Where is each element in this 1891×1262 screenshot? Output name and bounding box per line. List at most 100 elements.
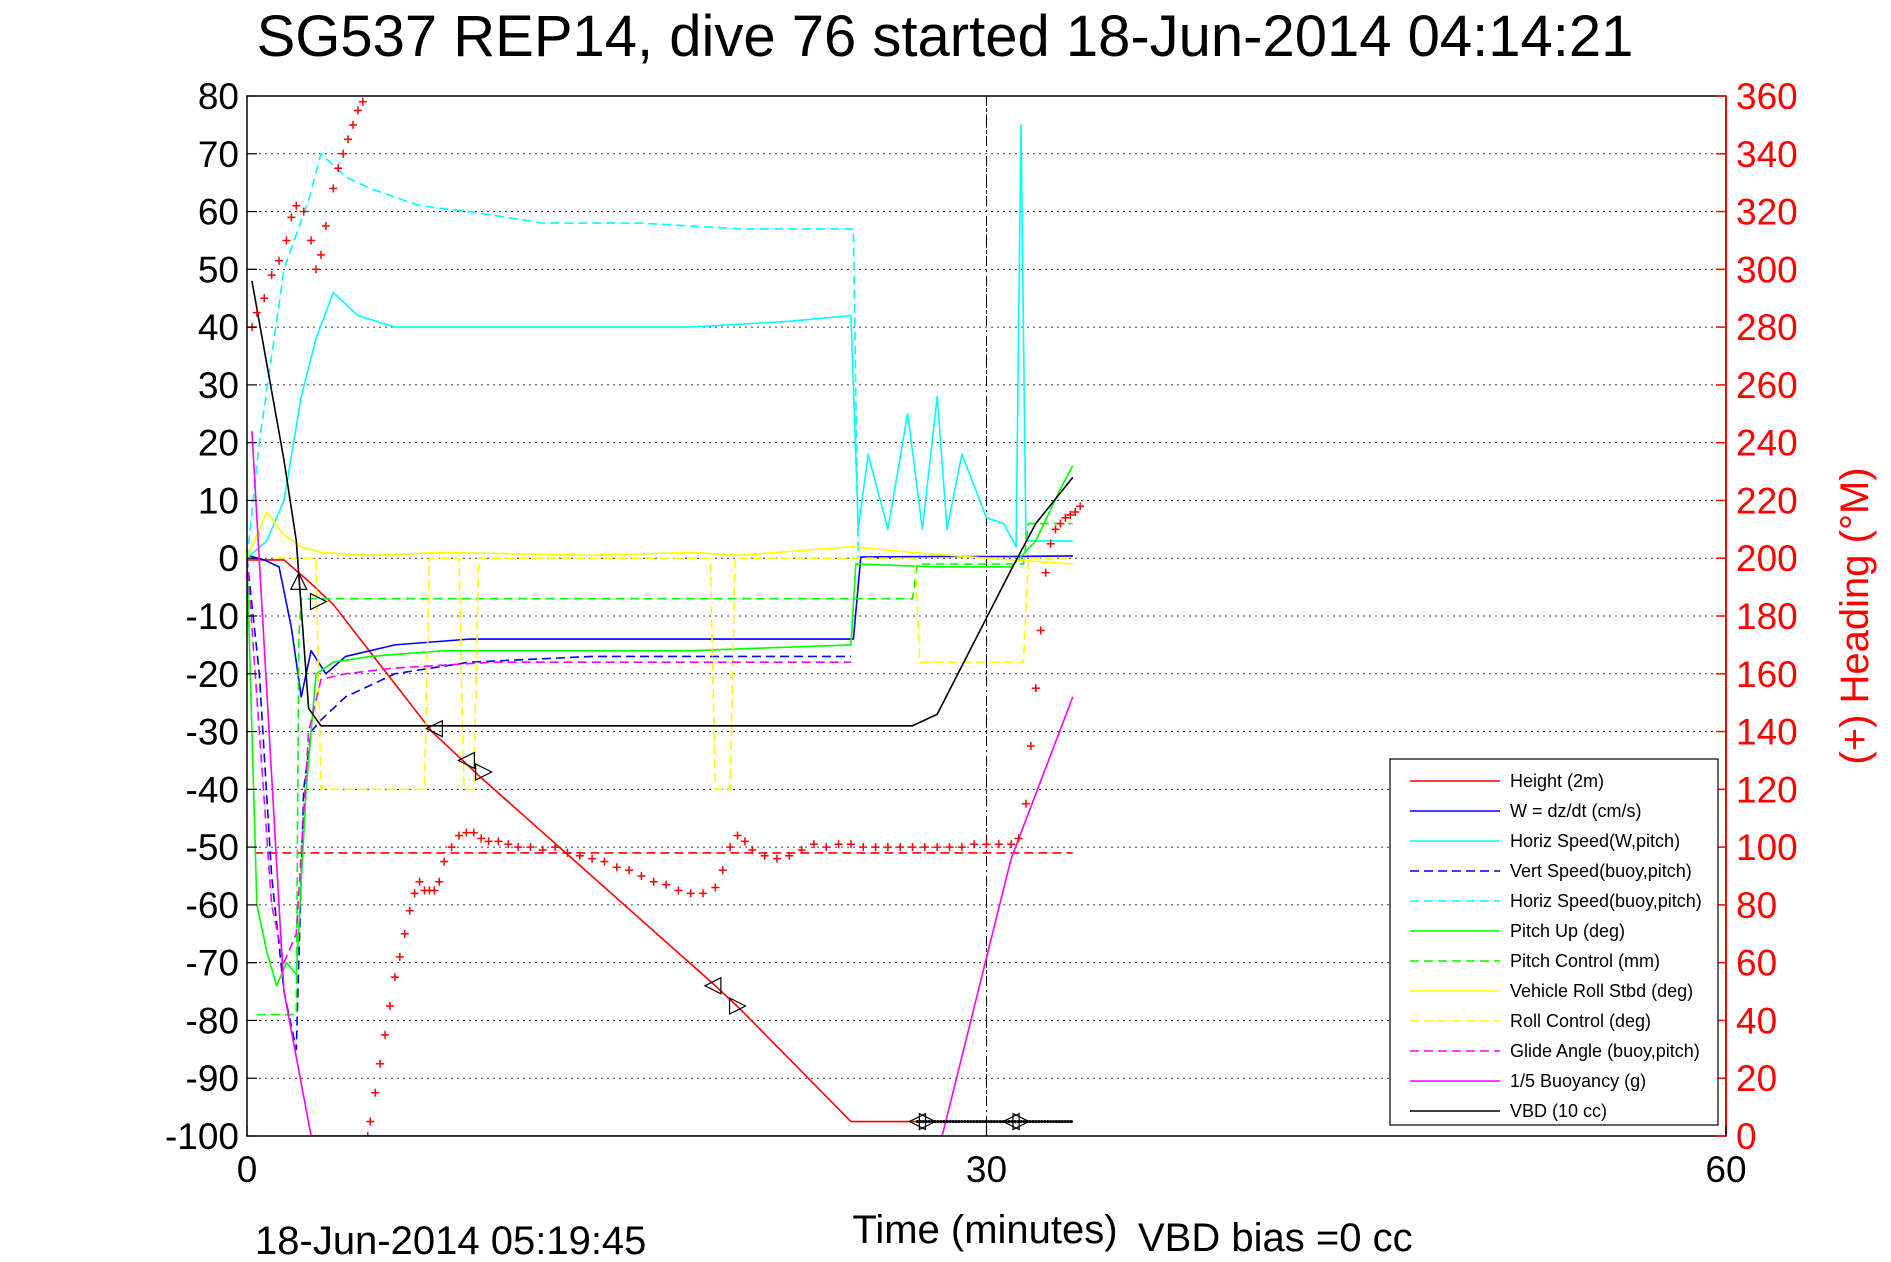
- heading-point: [994, 840, 1003, 849]
- heading-point: [447, 843, 456, 852]
- heading-point: [252, 308, 261, 317]
- bottom-point: [1013, 1119, 1017, 1124]
- y-tick-label-right: 340: [1736, 134, 1798, 175]
- legend-label: Vehicle Roll Stbd (deg): [1510, 981, 1693, 1001]
- footer-timestamp: 18-Jun-2014 05:19:45: [255, 1219, 646, 1262]
- series-line-3: [247, 558, 851, 1051]
- vbd-bias-label: VBD bias =0 cc: [1138, 1216, 1413, 1260]
- heading-point: [733, 831, 742, 840]
- dive-marker: [918, 1112, 937, 1131]
- heading-point: [711, 883, 720, 892]
- bottom-point: [1007, 1119, 1011, 1124]
- y-tick-label-right: 200: [1736, 538, 1798, 579]
- heading-point: [514, 843, 523, 852]
- dive-marker: [728, 997, 747, 1015]
- bottom-point: [989, 1119, 994, 1124]
- bottom-point: [948, 1119, 952, 1124]
- y-tick-label-left: 70: [198, 134, 239, 175]
- y-tick-label-left: -50: [186, 827, 239, 868]
- bottom-point: [1069, 1119, 1073, 1124]
- x-axis-label: Time (minutes): [852, 1208, 1117, 1252]
- heading-point: [740, 837, 749, 846]
- heading-point: [1041, 568, 1050, 577]
- bottom-point: [957, 1119, 961, 1124]
- bottom-point: [942, 1119, 946, 1124]
- y-tick-label-right: 140: [1736, 712, 1798, 753]
- y-tick-label-left: 60: [198, 192, 239, 233]
- dive-marker: [1012, 1112, 1031, 1131]
- heading-point: [334, 164, 343, 173]
- heading-point: [390, 973, 399, 982]
- heading-point: [933, 843, 942, 852]
- axes: 80706050403020100-10-20-30-40-50-60-70-8…: [165, 76, 1798, 1190]
- heading-point: [267, 271, 276, 280]
- heading-point: [600, 857, 609, 866]
- bottom-point: [1031, 1119, 1035, 1124]
- bottom-point: [1048, 1119, 1053, 1124]
- dive-marker: [1001, 1112, 1020, 1131]
- heading-point: [358, 97, 367, 106]
- heading-point: [1076, 502, 1085, 511]
- y-tick-label-right: 320: [1736, 192, 1798, 233]
- y-tick-label-right: 80: [1736, 885, 1777, 926]
- bottom-point: [1060, 1119, 1065, 1124]
- heading-point: [440, 857, 449, 866]
- heading-point: [883, 843, 892, 852]
- series-line-8: [276, 557, 1073, 791]
- y-tick-label-right: 300: [1736, 249, 1798, 290]
- y-tick-label-right: 160: [1736, 654, 1798, 695]
- y-tick-label-right: 280: [1736, 307, 1798, 348]
- heading-point: [982, 840, 991, 849]
- bottom-point: [980, 1119, 985, 1124]
- y-tick-label-left: 20: [198, 423, 239, 464]
- x-tick-label: 60: [1705, 1149, 1746, 1190]
- bottom-point: [969, 1119, 973, 1124]
- x-tick-label: 30: [966, 1149, 1007, 1190]
- heading-point: [809, 840, 818, 849]
- bottom-point: [977, 1119, 982, 1124]
- heading-point: [435, 877, 444, 886]
- y-tick-label-right: 240: [1736, 423, 1798, 464]
- dive-marker: [457, 751, 475, 770]
- heading-point: [625, 866, 634, 875]
- y-tick-label-right: 360: [1736, 76, 1798, 117]
- bottom-point: [951, 1119, 955, 1124]
- heading-point: [726, 843, 735, 852]
- heading-point: [287, 213, 296, 222]
- heading-point: [415, 877, 424, 886]
- series-line-11: [251, 280, 1074, 727]
- bottom-point: [966, 1119, 970, 1124]
- heading-point: [1056, 519, 1065, 528]
- bottom-point: [986, 1119, 991, 1124]
- bottom-point: [921, 1119, 925, 1124]
- bottom-point: [1019, 1119, 1023, 1124]
- heading-point: [1021, 799, 1030, 808]
- y-tick-label-left: -10: [186, 596, 239, 637]
- bottom-point: [1022, 1119, 1026, 1124]
- heading-point: [538, 846, 547, 854]
- heading-point: [772, 854, 781, 863]
- series-line-7: [247, 511, 1073, 565]
- heading-point: [462, 828, 471, 837]
- bottom-point: [992, 1119, 996, 1124]
- heading-point: [316, 250, 325, 259]
- y-tick-label-left: -30: [186, 712, 239, 753]
- heading-point: [1071, 508, 1080, 516]
- y-tick-label-right: 20: [1736, 1058, 1777, 1099]
- heading-point: [834, 840, 843, 849]
- legend-label: Vert Speed(buoy,pitch): [1510, 861, 1692, 881]
- heading-point: [329, 184, 338, 193]
- bottom-point: [998, 1119, 1002, 1124]
- bottom-point: [936, 1119, 940, 1124]
- y-tick-label-right: 100: [1736, 827, 1798, 868]
- heading-point: [662, 880, 671, 889]
- heading-point: [748, 846, 757, 854]
- dive-marker: [703, 976, 722, 995]
- heading-point: [1014, 834, 1023, 843]
- bottom-point: [1054, 1119, 1059, 1124]
- heading-point: [353, 106, 362, 115]
- heading-point: [1046, 539, 1055, 548]
- y-tick-label-left: 30: [198, 365, 239, 406]
- legend-label: Glide Angle (buoy,pitch): [1510, 1041, 1700, 1061]
